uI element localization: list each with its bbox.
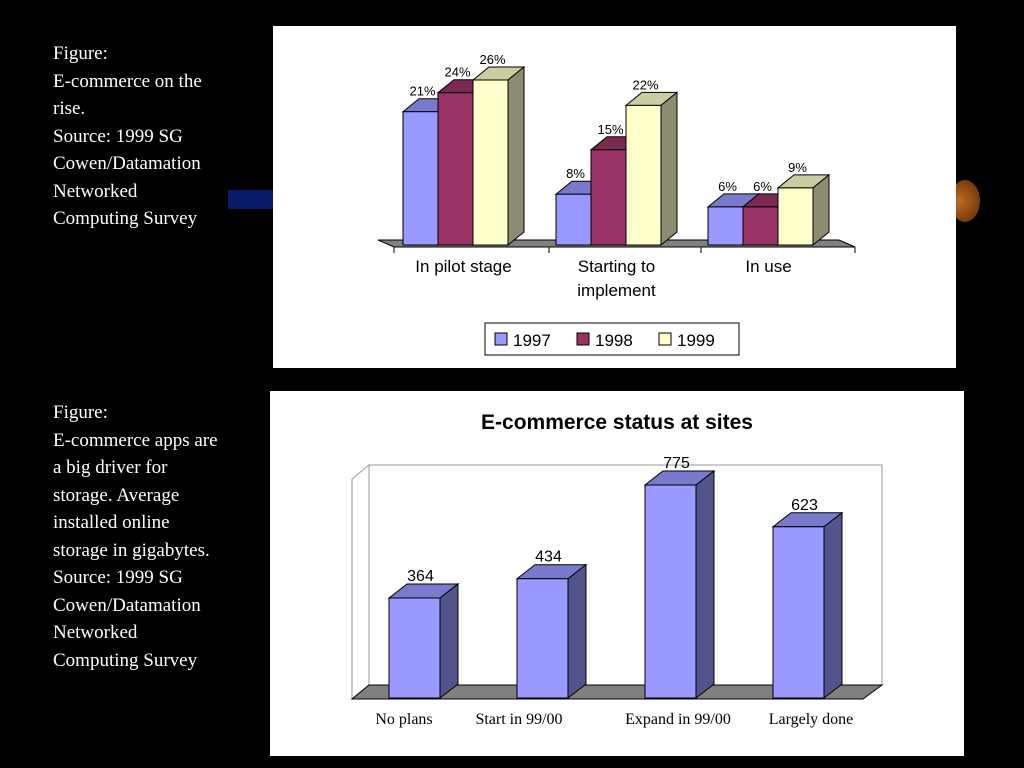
bar-front-face bbox=[516, 578, 569, 699]
decorative-bar bbox=[228, 190, 278, 209]
category-label: No plans bbox=[375, 711, 432, 728]
caption-line: Source: 1999 SG bbox=[53, 567, 183, 588]
data-label: 22% bbox=[632, 77, 658, 92]
bar-1999-2 bbox=[776, 173, 831, 247]
legend: 1997 1998 1999 bbox=[484, 322, 740, 356]
chart-panel-adoption: 21% 24% 26% In pilot stage 8% 15% 22% Starting … bbox=[273, 26, 956, 368]
bar-side-face bbox=[439, 582, 459, 700]
category-label: In pilot stage bbox=[415, 257, 511, 276]
bar-front-face bbox=[472, 79, 509, 246]
bar-front-face bbox=[590, 149, 627, 246]
bar-side-face bbox=[507, 65, 525, 247]
caption-line: Source: 1999 SG bbox=[53, 125, 183, 147]
bar-side-face bbox=[812, 173, 830, 247]
data-label: 8% bbox=[566, 166, 585, 181]
chart-floor bbox=[350, 684, 884, 700]
bar-2 bbox=[643, 469, 716, 700]
caption-line: Cowen/Datamation bbox=[53, 153, 201, 174]
data-label: 775 bbox=[663, 455, 690, 472]
legend-swatch-1998 bbox=[576, 332, 590, 346]
bar-front-face bbox=[437, 92, 474, 246]
chart-panel-storage: E-commerce status at sites 364 No plans 434… bbox=[270, 391, 964, 756]
caption-line: a big driver for bbox=[53, 457, 168, 478]
bar-0 bbox=[387, 582, 460, 700]
legend-swatch-1999 bbox=[658, 332, 672, 346]
legend-label-1997: 1997 bbox=[513, 331, 551, 350]
bar-front-face bbox=[644, 484, 697, 699]
category-label: Expand in 99/00 bbox=[625, 711, 731, 728]
data-label: 434 bbox=[535, 549, 562, 566]
legend-label-1998: 1998 bbox=[595, 331, 633, 350]
caption-line: E-commerce apps are bbox=[53, 429, 218, 451]
data-label: 623 bbox=[791, 497, 818, 514]
bar-front-face bbox=[625, 104, 662, 246]
category-label: Start in 99/00 bbox=[475, 711, 562, 728]
category-label: In use bbox=[745, 257, 791, 276]
category-label: implement bbox=[577, 281, 656, 300]
data-label: 21% bbox=[409, 84, 435, 99]
caption-bottom: Figure: E-commerce apps are a big driver… bbox=[53, 399, 268, 674]
bar-side-face bbox=[695, 469, 715, 700]
bar-1999-1 bbox=[624, 91, 679, 247]
caption-line: Figure: bbox=[53, 43, 108, 64]
bar-front-face bbox=[555, 193, 592, 246]
bar-front-face bbox=[777, 187, 814, 246]
caption-line: installed online bbox=[53, 512, 170, 533]
caption-top: Figure: E-commerce on the rise. Source: … bbox=[53, 40, 268, 233]
caption-line: Networked bbox=[53, 180, 138, 202]
storage-bar-chart: E-commerce status at sites 364 No plans 434… bbox=[350, 411, 884, 728]
legend-swatch-1997 bbox=[494, 332, 508, 346]
data-label: 6% bbox=[753, 179, 772, 194]
legend-label-1999: 1999 bbox=[677, 331, 715, 350]
data-label: 26% bbox=[479, 52, 505, 67]
side-wall bbox=[351, 463, 370, 701]
chart-title: E-commerce status at sites bbox=[481, 411, 753, 434]
caption-line: Cowen/Datamation bbox=[53, 594, 201, 616]
data-label: 9% bbox=[788, 160, 807, 175]
caption-line: E-commerce on the bbox=[53, 70, 202, 92]
data-label: 15% bbox=[597, 122, 623, 137]
bar-front-face bbox=[772, 526, 825, 699]
bar-1999-0 bbox=[471, 65, 526, 247]
caption-line: Computing Survey bbox=[53, 208, 198, 229]
caption-line: Figure: bbox=[53, 402, 108, 423]
bar-3 bbox=[771, 511, 844, 700]
bar-side-face bbox=[567, 563, 587, 700]
caption-line: rise. bbox=[53, 98, 86, 119]
bar-side-face bbox=[660, 91, 678, 247]
legend-box bbox=[484, 322, 740, 356]
data-label: 364 bbox=[407, 568, 434, 585]
bar-front-face bbox=[402, 111, 439, 246]
adoption-bar-chart: 21% 24% 26% In pilot stage 8% 15% 22% Starting … bbox=[377, 52, 856, 356]
category-label: Largely done bbox=[769, 711, 854, 728]
bar-front-face bbox=[388, 597, 441, 699]
bar-front-face bbox=[742, 206, 779, 246]
category-label: Starting to bbox=[578, 257, 656, 276]
caption-line: Networked bbox=[53, 622, 138, 643]
bar-1 bbox=[515, 563, 588, 700]
data-label: 6% bbox=[718, 179, 737, 194]
caption-line: Computing Survey bbox=[53, 649, 198, 671]
bar-front-face bbox=[707, 206, 744, 246]
data-label: 24% bbox=[444, 65, 470, 80]
caption-line: storage. Average bbox=[53, 484, 180, 506]
bar-side-face bbox=[823, 511, 843, 700]
caption-line: storage in gigabytes. bbox=[53, 539, 210, 561]
